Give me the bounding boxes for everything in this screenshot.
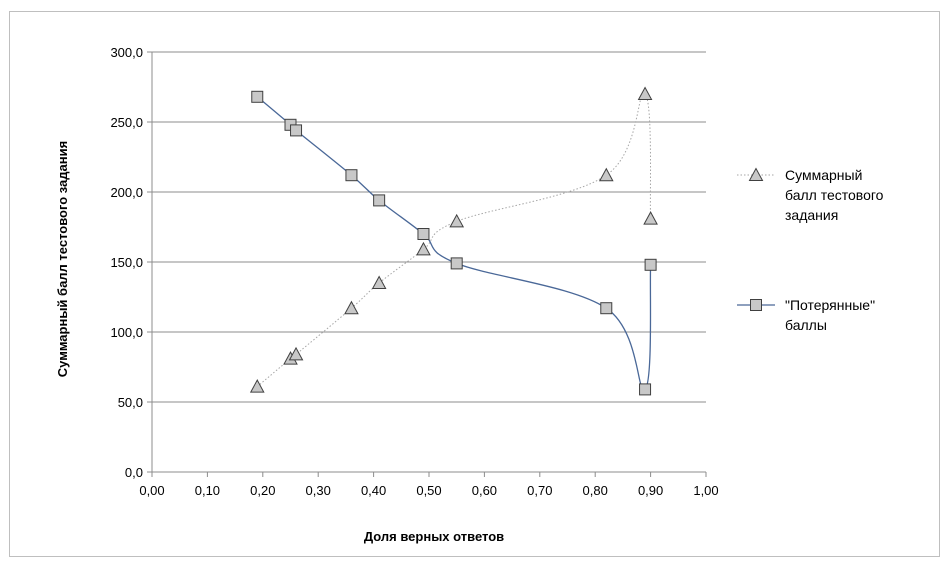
legend-label-line: баллы (785, 317, 827, 333)
chart-frame (9, 11, 940, 557)
x-tick-label: 0,10 (195, 483, 220, 498)
data-point-triangle (598, 167, 614, 182)
legend-label-line: "Потерянные" (785, 297, 875, 313)
data-point-square (345, 169, 358, 182)
x-axis-title: Доля верных ответов (364, 529, 504, 544)
legend-label: "Потерянные" баллы (785, 297, 875, 333)
data-point-square (417, 228, 430, 240)
data-point-triangle (449, 213, 465, 228)
x-tick-label: 0,60 (472, 483, 497, 498)
x-tick-label: 1,00 (693, 483, 718, 498)
legend-entry-2: "Потерянные" баллы (737, 297, 875, 333)
series-layer (249, 86, 658, 396)
legend-marker (748, 167, 764, 181)
y-tick-label: 150,0 (110, 255, 143, 270)
y-tick-label: 0,0 (125, 465, 143, 480)
data-point-triangle (637, 86, 653, 100)
data-point-square (644, 258, 657, 271)
x-tick-label: 0,50 (416, 483, 441, 498)
series-1 (249, 86, 658, 393)
data-point-square (373, 194, 386, 207)
legend-entry-1: Суммарный балл тестового задания (737, 167, 884, 223)
data-point-square (450, 257, 463, 270)
data-point-triangle (249, 379, 265, 393)
y-tick-label: 100,0 (110, 325, 143, 340)
axis-layer: 0,0 50,0 100,0 150,0 200,0 250,0 300,0 0,00 0,10… (110, 45, 718, 498)
legend-label-line: Суммарный (785, 167, 862, 183)
y-tick-label: 200,0 (110, 185, 143, 200)
y-tick-label: 300,0 (110, 45, 143, 60)
x-tick-label: 0,20 (250, 483, 275, 498)
x-tick-label: 0,70 (527, 483, 552, 498)
legend-layer: Суммарный балл тестового задания "Потерянны… (737, 167, 884, 333)
series-2 (251, 90, 657, 396)
x-tick-label: 0,00 (139, 483, 164, 498)
x-tick-label: 0,40 (361, 483, 386, 498)
x-tick-label: 0,80 (583, 483, 608, 498)
data-point-triangle (643, 211, 658, 225)
grid-layer (152, 51, 706, 473)
data-point-square (290, 124, 303, 137)
legend-marker (750, 299, 762, 311)
data-point-square (251, 90, 264, 103)
x-tick-label: 0,30 (306, 483, 331, 498)
data-point-triangle (416, 241, 431, 256)
data-point-square (639, 383, 652, 396)
data-point-triangle (371, 275, 387, 289)
legend-label: Суммарный балл тестового задания (785, 167, 884, 223)
data-point-triangle (344, 300, 359, 315)
x-tick-label: 0,90 (638, 483, 663, 498)
y-axis-title: Суммарный балл тестового задания (55, 141, 70, 377)
data-point-square (600, 302, 613, 315)
series-line (256, 93, 652, 387)
y-tick-label: 250,0 (110, 115, 143, 130)
series-line (256, 96, 652, 391)
legend-label-line: балл тестового (785, 187, 884, 203)
data-point-triangle (288, 346, 304, 361)
legend-label-line: задания (785, 207, 838, 223)
y-tick-label: 50,0 (118, 395, 143, 410)
